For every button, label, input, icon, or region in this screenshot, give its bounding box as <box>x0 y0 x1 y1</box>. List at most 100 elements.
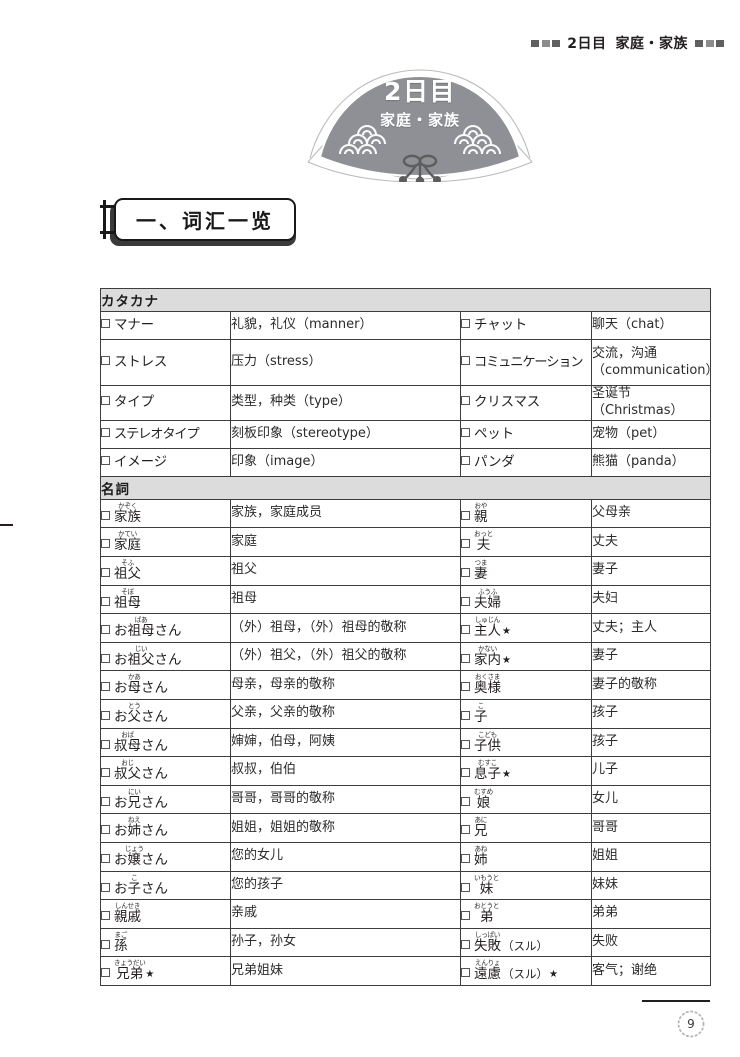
checkbox[interactable] <box>101 596 110 606</box>
checkbox[interactable] <box>461 939 470 949</box>
term-cell[interactable]: 兄あに <box>460 813 592 843</box>
term-cell[interactable]: 娘むすめ <box>460 784 592 815</box>
term-cell[interactable]: 息子むすこ★ <box>460 756 592 786</box>
checkbox[interactable] <box>461 768 470 778</box>
term-cell[interactable]: 兄弟きょうだい★ <box>100 956 231 986</box>
checkbox[interactable] <box>461 318 470 328</box>
term-cell[interactable]: 家内かない★ <box>460 641 592 672</box>
term-cell[interactable]: 夫おっと <box>460 527 592 557</box>
checkbox[interactable] <box>101 539 110 549</box>
term-cell[interactable]: 祖母そぼ <box>100 584 231 615</box>
term-cell[interactable]: 弟おとうと <box>460 899 592 929</box>
checkbox[interactable] <box>461 968 470 978</box>
term-cell[interactable]: 奥様おくさま <box>460 670 592 700</box>
checkbox[interactable] <box>101 825 110 835</box>
checkbox[interactable] <box>461 596 470 606</box>
checkbox[interactable] <box>101 510 110 520</box>
table-row: 兄弟きょうだい★ 兄弟姐妹 遠慮えんりょ（スル）★ 客气；谢绝 <box>100 956 711 986</box>
term-label: 遠慮えんりょ <box>474 959 501 983</box>
checkbox[interactable] <box>101 968 110 978</box>
category-heading-noun: 名詞 <box>100 475 711 500</box>
checkbox[interactable] <box>461 355 470 365</box>
term-cell[interactable]: 妻つま <box>460 555 592 586</box>
checkbox[interactable] <box>461 682 470 692</box>
checkbox[interactable] <box>461 539 470 549</box>
term-cell[interactable]: 叔父おじさん <box>100 756 231 786</box>
term-cell[interactable]: お嬢じょうさん <box>100 841 231 872</box>
term-cell[interactable]: ペット <box>460 419 592 449</box>
checkbox[interactable] <box>461 625 470 635</box>
checkbox[interactable] <box>101 911 110 921</box>
checkbox[interactable] <box>461 911 470 921</box>
term-cell[interactable]: お兄にいさん <box>100 784 231 815</box>
term-cell[interactable]: お父とうさん <box>100 698 231 729</box>
checkbox[interactable] <box>101 853 110 863</box>
checkbox[interactable] <box>101 625 110 635</box>
checkbox[interactable] <box>101 682 110 692</box>
term-cell[interactable]: 家族かぞく <box>100 498 231 529</box>
term-cell[interactable]: 妹いもうと <box>460 870 592 901</box>
term-cell[interactable]: お子こさん <box>100 870 231 901</box>
term-cell[interactable]: 子供こども <box>460 727 592 758</box>
checkbox[interactable] <box>101 710 110 720</box>
checkbox[interactable] <box>461 455 470 465</box>
plaque: 一、词汇一览 <box>114 198 296 241</box>
checkbox[interactable] <box>461 396 470 406</box>
checkbox[interactable] <box>461 882 470 892</box>
term-cell[interactable]: お母かあさん <box>100 670 231 700</box>
term-cell[interactable]: マナー <box>100 311 231 340</box>
checkbox[interactable] <box>461 796 470 806</box>
checkbox[interactable] <box>461 825 470 835</box>
term-cell[interactable]: 叔母おばさん <box>100 727 231 758</box>
checkbox[interactable] <box>461 568 470 577</box>
checkbox[interactable] <box>101 455 110 465</box>
checkbox[interactable] <box>101 796 110 806</box>
term-cell[interactable]: ストレス <box>100 339 231 386</box>
checkbox[interactable] <box>101 568 110 577</box>
term-cell[interactable]: イメージ <box>100 447 231 477</box>
gloss-cell: 类型，种类（type） <box>230 385 461 421</box>
term-cell[interactable]: お祖母ばあさん <box>100 613 231 643</box>
checkbox[interactable] <box>101 739 110 749</box>
table-row: マナー 礼貌，礼仪（manner） チャット 聊天（chat） <box>100 311 711 340</box>
term-cell[interactable]: 遠慮えんりょ（スル）★ <box>460 956 592 986</box>
checkbox[interactable] <box>101 318 110 328</box>
term-cell[interactable]: チャット <box>460 311 592 340</box>
checkbox[interactable] <box>461 739 470 749</box>
checkbox[interactable] <box>101 939 110 949</box>
term-cell[interactable]: 親戚しんせき <box>100 899 231 929</box>
checkbox[interactable] <box>101 653 110 663</box>
term-cell[interactable]: 祖父そふ <box>100 555 231 586</box>
term-cell[interactable]: 子こ <box>460 698 592 729</box>
gloss-cell: 女儿 <box>591 784 711 815</box>
gloss-cell: 叔叔，伯伯 <box>230 756 461 786</box>
term-cell[interactable]: お祖父じいさん <box>100 641 231 672</box>
gloss-cell: 丈夫 <box>591 527 711 557</box>
checkbox[interactable] <box>101 396 110 406</box>
term-cell[interactable]: ステレオタイプ <box>100 419 231 449</box>
term-cell[interactable]: 親おや <box>460 498 592 529</box>
term-cell[interactable]: 孫まご <box>100 927 231 958</box>
term-cell[interactable]: パンダ <box>460 447 592 477</box>
term-cell[interactable]: タイプ <box>100 385 231 421</box>
checkbox[interactable] <box>461 427 470 437</box>
checkbox[interactable] <box>101 768 110 778</box>
star-icon: ★ <box>145 969 155 981</box>
checkbox[interactable] <box>461 710 470 720</box>
term-cell[interactable]: クリスマス <box>460 385 592 421</box>
checkbox[interactable] <box>461 853 470 863</box>
term-cell[interactable]: 姉あね <box>460 841 592 872</box>
term-cell[interactable]: お姉ねえさん <box>100 813 231 843</box>
checkbox[interactable] <box>101 882 110 892</box>
checkbox[interactable] <box>461 653 470 663</box>
checkbox[interactable] <box>101 355 110 365</box>
term-cell[interactable]: 失敗しっぱい（スル） <box>460 927 592 958</box>
checkbox[interactable] <box>461 510 470 520</box>
term-cell[interactable]: 家庭かてい <box>100 527 231 557</box>
table-row: お祖母ばあさん （外）祖母，（外）祖母的敬称 主人しゅじん★ 丈夫；主人 <box>100 613 711 643</box>
term-cell[interactable]: 夫婦ふうふ <box>460 584 592 615</box>
term-cell[interactable]: 主人しゅじん★ <box>460 613 592 643</box>
checkbox[interactable] <box>101 427 110 437</box>
term-label: ストレス <box>114 353 168 370</box>
term-cell[interactable]: コミュニケーション <box>460 339 592 386</box>
